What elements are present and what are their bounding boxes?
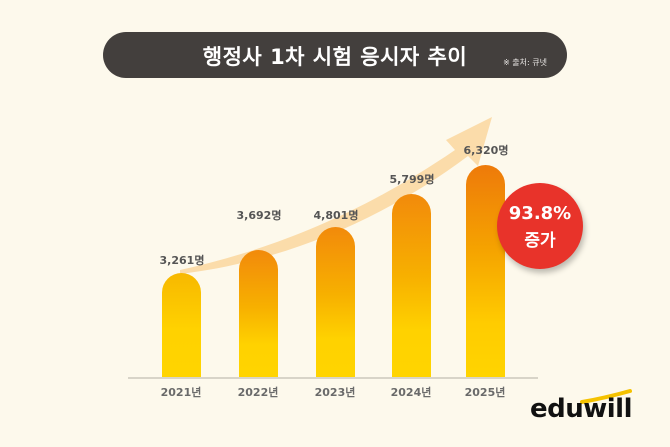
bar-value-2025: 6,320명 xyxy=(463,144,509,157)
bar-2021 xyxy=(162,273,201,377)
x-label-2022: 2022년 xyxy=(237,386,279,399)
increase-label: 증가 xyxy=(524,231,556,251)
bar-2025 xyxy=(466,165,505,377)
increase-badge: 93.8% 증가 xyxy=(497,183,583,269)
x-label-2025: 2025년 xyxy=(464,386,506,399)
bar-2022 xyxy=(239,250,278,377)
title-banner: 행정사 1차 시험 응시자 추이 ※ 출처: 큐넷 xyxy=(103,32,567,78)
bar-value-2024: 5,799명 xyxy=(389,173,435,186)
x-axis-line xyxy=(128,377,538,379)
bar-value-2021: 3,261명 xyxy=(159,254,205,267)
bar-2024 xyxy=(392,194,431,377)
logo-text: eduwill xyxy=(530,394,633,424)
source-note: ※ 출처: 큐넷 xyxy=(503,58,547,67)
x-label-2023: 2023년 xyxy=(314,386,356,399)
x-label-2021: 2021년 xyxy=(160,386,202,399)
x-label-2024: 2024년 xyxy=(390,386,432,399)
logo-swoosh-icon xyxy=(580,389,632,404)
increase-percent: 93.8% xyxy=(508,203,572,224)
bar-value-2023: 4,801명 xyxy=(313,209,359,222)
bar-value-2022: 3,692명 xyxy=(236,209,282,222)
bar-2023 xyxy=(316,227,355,377)
chart-title: 행정사 1차 시험 응시자 추이 xyxy=(202,45,468,69)
eduwill-logo: eduwill xyxy=(530,388,640,428)
